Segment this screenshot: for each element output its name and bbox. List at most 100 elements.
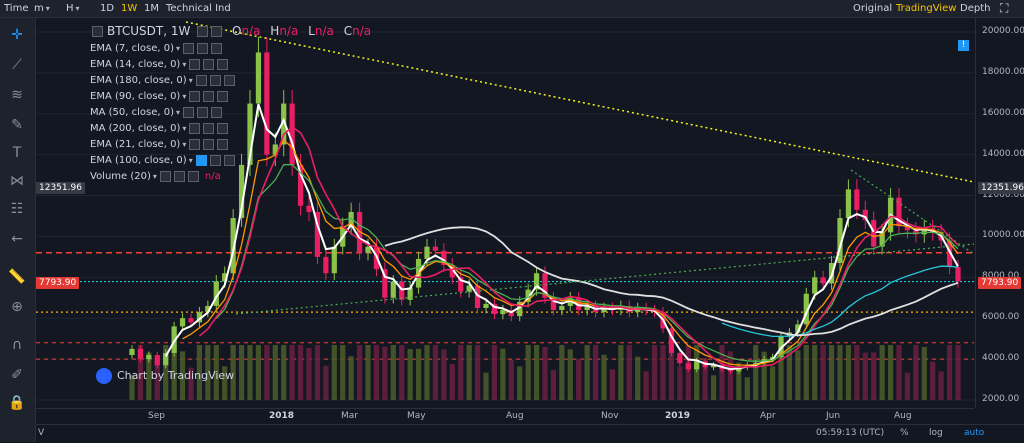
fib-retracement-icon[interactable]: ≋	[11, 87, 23, 103]
close-icon[interactable]	[217, 58, 229, 70]
hide-icon[interactable]	[195, 154, 207, 166]
candle-body	[238, 164, 245, 219]
ma-line-ma-50	[198, 125, 959, 369]
interval-1m-button[interactable]: 1M	[144, 3, 159, 14]
log-scale-toggle[interactable]: log	[929, 428, 943, 438]
ruler-icon[interactable]: 📏	[8, 269, 26, 285]
percent-scale-toggle[interactable]: %	[900, 428, 909, 438]
fullscreen-icon[interactable]: ⛶	[1000, 1, 1009, 15]
lock-drawings-icon[interactable]: ✐	[11, 367, 23, 383]
close-icon[interactable]	[211, 106, 223, 118]
candle-body	[424, 246, 430, 259]
view-original-tab[interactable]: Original	[853, 3, 893, 14]
volume-bar	[904, 372, 911, 400]
back-arrow-icon[interactable]: ←	[11, 231, 23, 247]
prediction-icon[interactable]: ☷	[10, 201, 24, 217]
hide-icon[interactable]	[159, 170, 171, 182]
time-tick: Nov	[601, 411, 619, 421]
candle-body	[129, 348, 135, 356]
symbol-title[interactable]: BTCUSDT, 1W	[107, 24, 191, 38]
hide-icon[interactable]	[189, 90, 201, 102]
minutes-dropdown[interactable]: m ▾	[34, 3, 50, 14]
indicator-ma-200[interactable]: MA (200, close, 0) ▾	[90, 122, 229, 136]
crosshair-icon[interactable]: ✛	[11, 27, 23, 43]
volume-bar	[946, 345, 953, 400]
pattern-icon[interactable]: ⋈	[10, 173, 24, 189]
view-tradingview-tab[interactable]: TradingView	[896, 3, 957, 14]
candle-body	[483, 303, 489, 308]
settings-icon[interactable]	[203, 58, 215, 70]
volume-bar	[399, 345, 405, 400]
trendline-icon[interactable]: ⟋	[12, 57, 22, 73]
volume-bar	[356, 345, 363, 400]
indicator-ema-21[interactable]: EMA (21, close, 0) ▾	[90, 138, 229, 152]
indicator-ma-50[interactable]: MA (50, close, 0) ▾	[90, 106, 223, 120]
settings-icon[interactable]	[197, 106, 209, 118]
volume-bar	[955, 345, 961, 400]
settings-icon[interactable]	[173, 170, 185, 182]
hide-icon[interactable]	[183, 106, 195, 118]
candle-body	[331, 246, 337, 274]
indicator-ema-180[interactable]: EMA (180, close, 0) ▾	[90, 74, 235, 88]
volume-bar	[710, 375, 717, 400]
tradingview-watermark[interactable]: Chart by TradingView	[96, 368, 234, 384]
lock-icon[interactable]: 🔒	[8, 395, 26, 411]
settings-icon[interactable]	[203, 122, 215, 134]
settings-icon[interactable]	[203, 138, 215, 150]
utc-clock[interactable]: 05:59:13 (UTC)	[816, 428, 885, 438]
ohlc-close-label: C	[343, 24, 353, 38]
brush-icon[interactable]: ✎	[11, 117, 23, 133]
time-axis[interactable]: Sep 2018 Mar May Aug Nov 2019 Apr Jun Au…	[36, 408, 974, 425]
interval-1d-button[interactable]: 1D	[100, 3, 115, 14]
volume-bar	[314, 345, 321, 400]
close-icon[interactable]	[187, 170, 199, 182]
collapse-icon[interactable]	[92, 26, 103, 37]
hide-icon[interactable]	[211, 26, 223, 37]
settings-icon[interactable]	[203, 90, 215, 102]
close-icon[interactable]	[210, 42, 222, 54]
interval-1w-button[interactable]: 1W	[121, 3, 138, 14]
price-axis[interactable]: 20000.00 18000.00 16000.00 14000.00 12000.00…	[975, 18, 1024, 408]
hours-dropdown[interactable]: H ▾	[66, 3, 80, 14]
close-icon[interactable]	[223, 154, 235, 166]
close-icon[interactable]	[217, 138, 229, 150]
indicator-ema-100[interactable]: EMA (100, close, 0) ▾	[90, 154, 235, 168]
time-label[interactable]: Time	[4, 3, 29, 14]
settings-icon[interactable]	[197, 26, 209, 37]
chevron-down-icon: ▾	[75, 4, 80, 13]
volume-bar	[163, 345, 169, 400]
close-icon[interactable]	[223, 74, 235, 86]
settings-icon[interactable]	[209, 154, 221, 166]
volume-bar	[820, 345, 826, 400]
indicator-ema-14[interactable]: EMA (14, close, 0) ▾	[90, 58, 229, 72]
hide-icon[interactable]	[189, 138, 201, 150]
hide-icon[interactable]	[195, 74, 207, 86]
price-tick: 18000.00	[982, 66, 1024, 77]
settings-icon[interactable]	[209, 74, 221, 86]
trendline-resistance	[185, 21, 974, 183]
indicator-volume[interactable]: Volume (20) ▾ n/a	[90, 170, 221, 182]
technical-indicators-button[interactable]: Technical Ind	[166, 3, 231, 14]
close-icon[interactable]	[217, 90, 229, 102]
price-chart[interactable]	[36, 18, 974, 408]
indicator-ema-90[interactable]: EMA (90, close, 0) ▾	[90, 90, 229, 104]
view-depth-tab[interactable]: Depth	[960, 3, 991, 14]
settings-icon[interactable]	[196, 42, 208, 54]
close-icon[interactable]	[217, 122, 229, 134]
magnet-icon[interactable]: ∩	[11, 337, 23, 353]
chart-pane[interactable]: BTCUSDT, 1W On/a Hn/a Ln/a Cn/a EMA (7, …	[36, 18, 974, 408]
indicator-ema-7[interactable]: EMA (7, close, 0) ▾	[90, 42, 222, 56]
volume-bar	[618, 345, 624, 400]
auto-scale-toggle[interactable]: auto	[964, 428, 985, 438]
hide-icon[interactable]	[182, 42, 194, 54]
info-icon[interactable]: !	[958, 40, 969, 51]
volume-bar	[812, 345, 818, 400]
scroll-left-icon[interactable]: ᐯ	[38, 428, 45, 438]
volume-bar	[786, 345, 793, 400]
text-tool-icon[interactable]: T	[12, 145, 22, 161]
hide-icon[interactable]	[189, 58, 201, 70]
hide-icon[interactable]	[189, 122, 201, 134]
candle-body	[533, 273, 540, 290]
volume-bar	[828, 345, 835, 400]
zoom-in-icon[interactable]: ⊕	[11, 299, 23, 315]
